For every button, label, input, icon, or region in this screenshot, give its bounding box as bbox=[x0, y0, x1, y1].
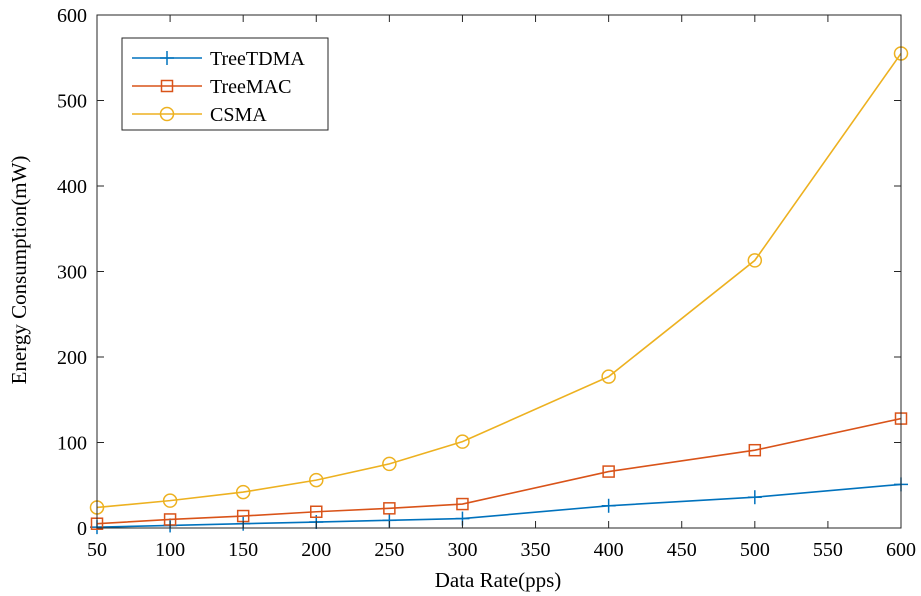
legend-label: CSMA bbox=[210, 104, 267, 126]
series-line bbox=[96, 417, 902, 525]
data-point bbox=[455, 434, 470, 449]
y-tick-label: 0 bbox=[77, 518, 87, 540]
axes: 50 100 150 200 250 300 350 400 450 500 550 600 0 100 2… bbox=[57, 5, 916, 561]
data-point bbox=[309, 472, 324, 488]
data-point bbox=[162, 493, 178, 508]
data-point bbox=[310, 505, 323, 519]
series-line bbox=[96, 53, 902, 509]
series-line bbox=[96, 483, 902, 528]
data-point bbox=[748, 443, 762, 457]
legend-marker bbox=[160, 79, 174, 93]
x-tick-label: 500 bbox=[740, 539, 770, 561]
data-point bbox=[602, 465, 615, 478]
x-tick-label: 300 bbox=[447, 539, 477, 561]
legend-label: TreeTDMA bbox=[210, 48, 305, 70]
legend-label: TreeMAC bbox=[210, 76, 292, 98]
plot-area bbox=[89, 46, 909, 535]
x-tick-label: 400 bbox=[594, 539, 624, 561]
data-point bbox=[382, 456, 397, 472]
data-point bbox=[601, 369, 616, 384]
series-treemac bbox=[90, 412, 908, 530]
data-point bbox=[383, 502, 396, 515]
y-tick-label: 600 bbox=[57, 5, 87, 27]
y-axis-label: Energy Consumption(mW) bbox=[7, 156, 31, 385]
y-tick-label: 500 bbox=[57, 91, 87, 113]
x-axis-label: Data Rate(pps) bbox=[435, 568, 562, 592]
x-tick-label: 550 bbox=[813, 539, 843, 561]
legend-item: TreeTDMA bbox=[132, 48, 305, 70]
x-tick-label: 150 bbox=[228, 539, 258, 561]
y-tick-label: 400 bbox=[57, 176, 87, 198]
data-point bbox=[235, 484, 251, 500]
data-point bbox=[747, 253, 763, 268]
legend-item: TreeMAC bbox=[132, 76, 292, 98]
x-tick-label: 200 bbox=[301, 539, 331, 561]
data-point bbox=[747, 490, 762, 505]
data-point bbox=[601, 498, 616, 513]
x-tick-label: 450 bbox=[667, 539, 697, 561]
series-treetdma bbox=[90, 477, 908, 535]
legend-marker bbox=[159, 106, 175, 122]
x-tick-label: 100 bbox=[155, 539, 185, 561]
y-tick-label: 100 bbox=[57, 433, 87, 455]
x-tick-label: 50 bbox=[87, 539, 107, 561]
legend-item: CSMA bbox=[132, 104, 267, 126]
y-tick-label: 300 bbox=[57, 262, 87, 284]
legend-marker bbox=[160, 51, 174, 65]
legend: TreeTDMA TreeMAC CSMA bbox=[121, 37, 329, 131]
x-tick-label: 600 bbox=[886, 539, 916, 561]
y-tick-label: 200 bbox=[57, 347, 87, 369]
x-tick-label: 250 bbox=[374, 539, 404, 561]
x-tick-label: 350 bbox=[521, 539, 551, 561]
data-point bbox=[456, 497, 469, 511]
